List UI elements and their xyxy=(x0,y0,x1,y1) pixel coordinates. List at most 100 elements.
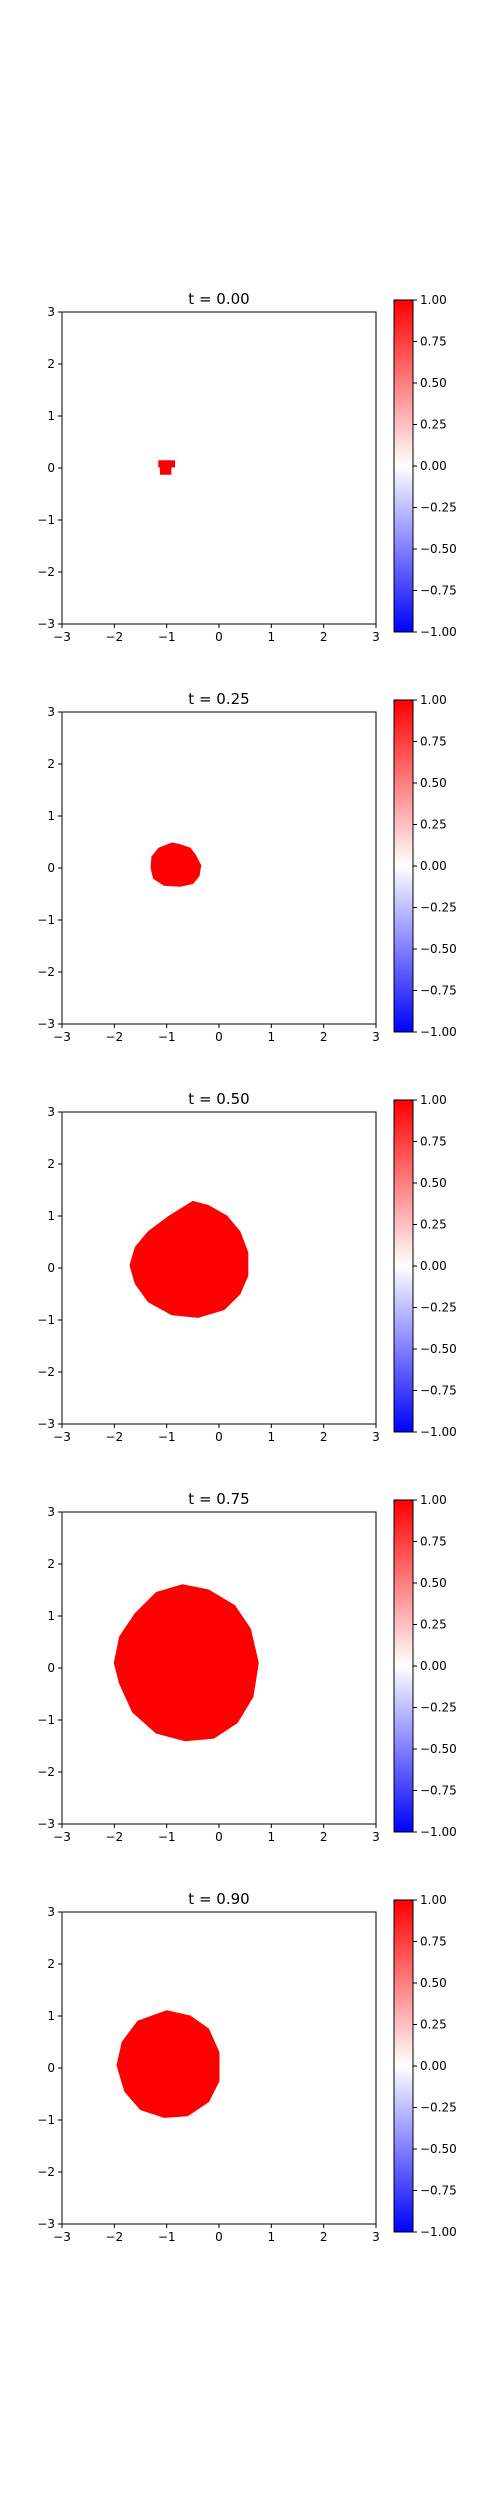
colorbar-tick-label: 0.75 xyxy=(420,1135,447,1149)
colorbar-tick-label: 0.25 xyxy=(420,1618,447,1632)
colorbar-tick-label: −0.25 xyxy=(420,1701,457,1715)
colorbar-tick-label: 1.00 xyxy=(420,1893,447,1907)
heatmap-region xyxy=(116,2010,220,2118)
colorbar-tick-label: 0.00 xyxy=(420,1259,447,1273)
y-tick-label: 0 xyxy=(47,2061,55,2075)
x-tick-label: 3 xyxy=(372,630,380,644)
colorbar-tick-label: 0.25 xyxy=(420,818,447,832)
colorbar-tick-label: 0.00 xyxy=(420,1659,447,1673)
y-tick-label: −3 xyxy=(37,1017,55,1031)
colorbar-tick-label: 0.75 xyxy=(420,735,447,749)
colorbar-tick-label: −0.75 xyxy=(420,2184,457,2198)
y-tick-label: 0 xyxy=(47,861,55,875)
x-tick-label: 0 xyxy=(215,1430,223,1444)
x-tick-label: −3 xyxy=(53,1030,71,1044)
y-tick-label: 1 xyxy=(47,409,55,423)
colorbar xyxy=(393,1099,414,1433)
x-tick-label: 3 xyxy=(372,1830,380,1844)
x-tick-label: 1 xyxy=(268,630,276,644)
x-tick-label: −3 xyxy=(53,2230,71,2244)
colorbar-tick-label: 1.00 xyxy=(420,293,447,307)
colorbar xyxy=(393,1499,414,1833)
y-tick-label: 1 xyxy=(47,1209,55,1223)
x-tick-label: 2 xyxy=(320,1030,328,1044)
y-tick-label: 0 xyxy=(47,1661,55,1675)
colorbar-tick-label: 1.00 xyxy=(420,1093,447,1107)
x-tick-label: 0 xyxy=(215,630,223,644)
panel-title: t = 0.75 xyxy=(188,1490,249,1508)
colorbar-tick-label: 0.25 xyxy=(420,418,447,432)
colorbar-tick-label: −0.25 xyxy=(420,2101,457,2115)
y-tick-label: −1 xyxy=(37,1313,55,1327)
x-tick-label: 2 xyxy=(320,1830,328,1844)
panel-title: t = 0.90 xyxy=(188,1890,249,1908)
y-tick-label: −2 xyxy=(37,565,55,579)
heatmap-region xyxy=(113,1584,259,1742)
panel-3: t = 0.75 −3 −2 −1 0 1 2 3 −3 −2 −1 0 1 2 3 1.00 0.75 0.50… xyxy=(37,1490,456,1844)
plot-area xyxy=(62,312,376,624)
colorbar xyxy=(393,699,414,1033)
colorbar-tick-label: −1.00 xyxy=(420,2225,457,2239)
panel-0: t = 0.00 −3 −2 −1 0 1 2 3 −3 −2 −1 0 1 2 3 1.00 0.75 0.50… xyxy=(37,290,456,644)
heatmap-region xyxy=(129,1200,249,1318)
y-tick-label: −3 xyxy=(37,617,55,631)
x-tick-label: −2 xyxy=(105,1430,123,1444)
heatmap-region xyxy=(150,842,202,887)
x-tick-label: 2 xyxy=(320,630,328,644)
colorbar xyxy=(393,299,414,633)
x-tick-label: 3 xyxy=(372,1030,380,1044)
colorbar-tick-label: −0.50 xyxy=(420,542,457,556)
x-tick-label: 2 xyxy=(320,1430,328,1444)
y-tick-label: 3 xyxy=(47,305,55,319)
x-tick-label: −2 xyxy=(105,1830,123,1844)
y-tick-label: 0 xyxy=(47,461,55,475)
y-tick-label: 2 xyxy=(47,357,55,371)
x-tick-label: −2 xyxy=(105,630,123,644)
colorbar xyxy=(393,1899,414,2233)
y-tick-label: −1 xyxy=(37,1713,55,1727)
y-tick-label: 2 xyxy=(47,1157,55,1171)
colorbar-tick-label: 0.50 xyxy=(420,1976,447,1990)
colorbar-tick-label: −1.00 xyxy=(420,1025,457,1039)
y-tick-label: −2 xyxy=(37,1365,55,1379)
y-tick-label: 3 xyxy=(47,1105,55,1119)
x-tick-label: 3 xyxy=(372,2230,380,2244)
colorbar-tick-label: −0.50 xyxy=(420,1742,457,1756)
colorbar-tick-label: 1.00 xyxy=(420,1493,447,1507)
y-tick-label: 3 xyxy=(47,1505,55,1519)
colorbar-tick-label: 0.00 xyxy=(420,2059,447,2073)
y-tick-label: −2 xyxy=(37,1765,55,1779)
colorbar-tick-label: 1.00 xyxy=(420,693,447,707)
colorbar-tick-label: −0.50 xyxy=(420,2142,457,2156)
y-tick-label: 2 xyxy=(47,1557,55,1571)
x-tick-label: −3 xyxy=(53,1430,71,1444)
x-tick-label: 0 xyxy=(215,2230,223,2244)
x-tick-label: 0 xyxy=(215,1030,223,1044)
x-tick-label: −1 xyxy=(158,1430,176,1444)
colorbar-tick-label: −0.25 xyxy=(420,501,457,515)
colorbar-tick-label: 0.50 xyxy=(420,376,447,390)
heatmap-region xyxy=(158,460,175,475)
x-tick-label: −2 xyxy=(105,1030,123,1044)
colorbar-tick-label: −0.75 xyxy=(420,1384,457,1398)
colorbar-tick-label: 0.75 xyxy=(420,1535,447,1549)
colorbar-tick-label: −0.75 xyxy=(420,1784,457,1798)
colorbar-tick-label: −0.75 xyxy=(420,984,457,998)
x-tick-label: 1 xyxy=(268,1030,276,1044)
colorbar-tick-label: −0.75 xyxy=(420,584,457,598)
colorbar-tick-label: −0.25 xyxy=(420,1301,457,1315)
y-tick-label: −1 xyxy=(37,913,55,927)
colorbar-tick-label: −1.00 xyxy=(420,625,457,639)
y-tick-label: 3 xyxy=(47,1905,55,1919)
x-tick-label: −1 xyxy=(158,630,176,644)
y-tick-label: −1 xyxy=(37,513,55,527)
y-tick-label: 3 xyxy=(47,705,55,719)
panel-2: t = 0.50 −3 −2 −1 0 1 2 3 −3 −2 −1 0 1 2 3 1.00 0.75 0.50… xyxy=(37,1090,456,1444)
y-tick-label: 2 xyxy=(47,1957,55,1971)
colorbar-tick-label: −0.50 xyxy=(420,942,457,956)
colorbar-tick-label: 0.75 xyxy=(420,335,447,349)
panel-4: t = 0.90 −3 −2 −1 0 1 2 3 −3 −2 −1 0 1 2 3 1.00 0.75 0.50… xyxy=(37,1890,456,2244)
x-tick-label: 1 xyxy=(268,2230,276,2244)
colorbar-tick-label: −1.00 xyxy=(420,1425,457,1439)
